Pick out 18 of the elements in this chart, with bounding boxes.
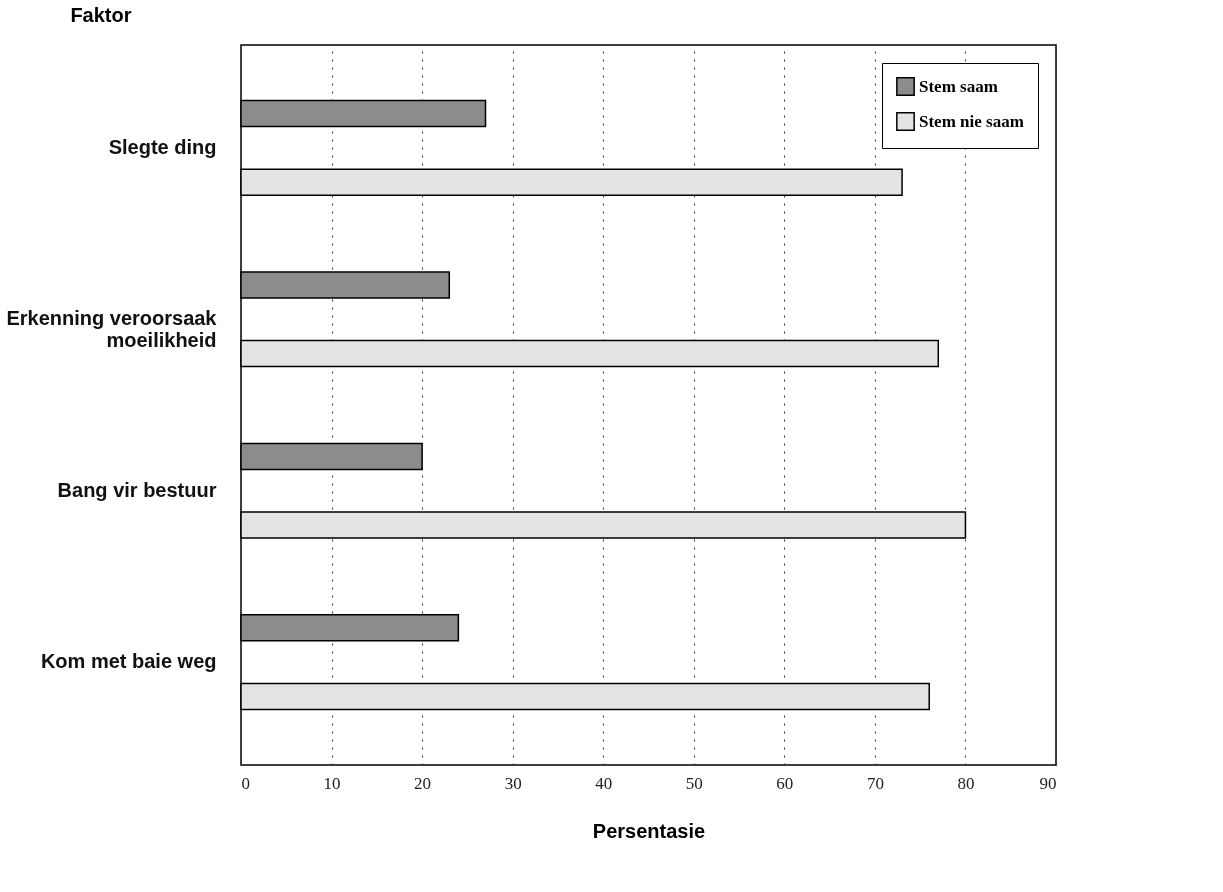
x-tick-label: 30 bbox=[504, 773, 522, 793]
y-axis-title: Faktor bbox=[70, 3, 132, 26]
y-tick-label: Erkenning veroorsaak moeilikheid bbox=[6, 307, 218, 352]
x-tick-label: 10 bbox=[323, 773, 341, 793]
legend-label: Stem saam bbox=[919, 76, 998, 96]
y-tick-label: Kom met baie weg bbox=[40, 650, 217, 673]
x-tick-label: 40 bbox=[595, 773, 613, 793]
x-tick-label: 20 bbox=[414, 773, 432, 793]
x-tick-label: 50 bbox=[685, 773, 703, 793]
x-tick-label: 80 bbox=[957, 773, 975, 793]
legend-label: Stem nie saam bbox=[919, 111, 1024, 131]
x-tick-label: 70 bbox=[866, 773, 884, 793]
x-axis-title: Persentasie bbox=[592, 819, 706, 842]
y-tick-label: Slegte ding bbox=[108, 135, 217, 158]
x-tick-label: 60 bbox=[776, 773, 794, 793]
x-tick-label: 0 bbox=[241, 773, 250, 793]
x-tick-label: 90 bbox=[1039, 773, 1057, 793]
y-tick-label: Bang vir bestuur bbox=[57, 478, 217, 501]
